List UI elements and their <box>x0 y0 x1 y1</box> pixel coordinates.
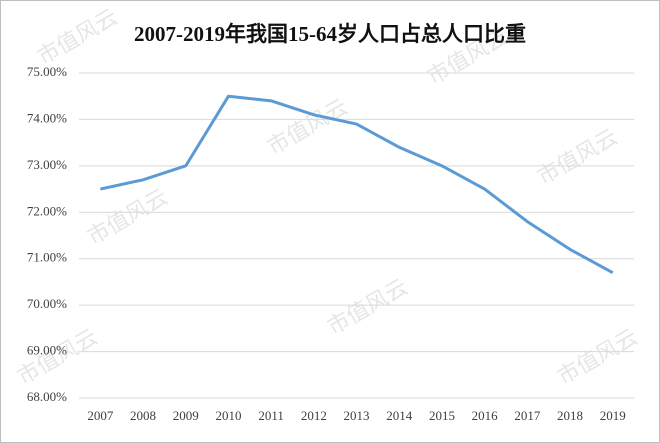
x-tick-label: 2012 <box>301 408 327 423</box>
x-tick-label: 2007 <box>87 408 114 423</box>
y-tick-label: 70.00% <box>27 296 67 311</box>
y-tick-label: 72.00% <box>27 203 67 218</box>
x-tick-label: 2008 <box>130 408 156 423</box>
x-tick-label: 2010 <box>215 408 241 423</box>
data-line <box>100 94 614 274</box>
x-tick-label: 2016 <box>472 408 499 423</box>
x-tick-label: 2017 <box>514 408 541 423</box>
x-tick-label: 2013 <box>344 408 370 423</box>
y-tick-label: 68.00% <box>27 389 67 404</box>
x-tick-label: 2015 <box>429 408 455 423</box>
y-tick-label: 75.00% <box>27 64 67 79</box>
x-tick-label: 2018 <box>557 408 583 423</box>
x-tick-label: 2009 <box>173 408 199 423</box>
x-tick-label: 2019 <box>600 408 626 423</box>
chart-title: 2007-2019年我国15-64岁人口占总人口比重 <box>134 22 526 46</box>
y-tick-label: 71.00% <box>27 250 67 265</box>
y-tick-label: 73.00% <box>27 157 67 172</box>
x-tick-label: 2011 <box>258 408 284 423</box>
y-tick-label: 69.00% <box>27 343 67 358</box>
y-tick-label: 74.00% <box>27 110 67 125</box>
x-tick-label: 2014 <box>386 408 413 423</box>
